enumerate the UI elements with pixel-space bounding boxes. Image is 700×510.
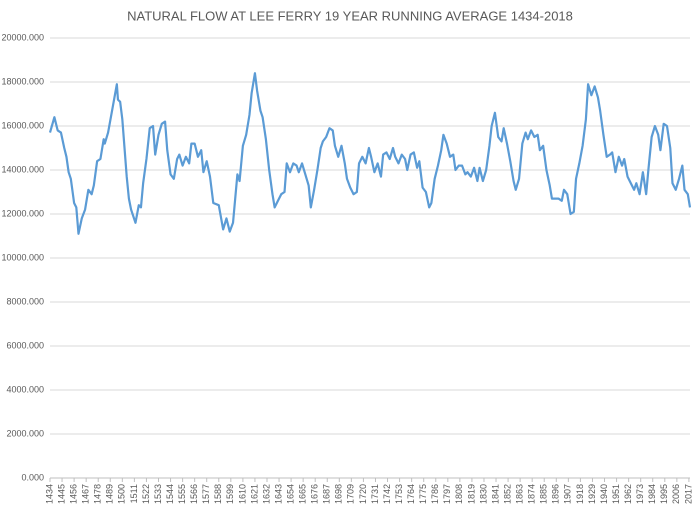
y-tick-label: 14000.000 bbox=[1, 164, 44, 174]
x-tick-label: 1808 bbox=[454, 484, 464, 504]
x-tick-label: 1456 bbox=[68, 484, 78, 504]
x-tick-label: 1797 bbox=[442, 484, 452, 504]
x-tick-label: 1830 bbox=[478, 484, 488, 504]
x-tick-label: 1698 bbox=[334, 484, 344, 504]
y-tick-label: 16000.000 bbox=[1, 120, 44, 130]
x-tick-label: 1478 bbox=[93, 484, 103, 504]
x-tick-label: 1775 bbox=[418, 484, 428, 504]
x-tick-label: 1742 bbox=[382, 484, 392, 504]
x-tick-label: 1951 bbox=[611, 484, 621, 504]
x-tick-label: 1643 bbox=[273, 484, 283, 504]
x-tick-label: 1533 bbox=[153, 484, 163, 504]
x-tick-label: 1588 bbox=[213, 484, 223, 504]
x-tick-label: 1467 bbox=[81, 484, 91, 504]
x-tick-label: 1995 bbox=[659, 484, 669, 504]
x-tick-label: 2006 bbox=[671, 484, 681, 504]
data-line bbox=[48, 72, 692, 235]
x-tick-label: 1962 bbox=[623, 484, 633, 504]
x-tick-label: 1632 bbox=[261, 484, 271, 504]
x-tick-label: 1764 bbox=[406, 484, 416, 504]
chart-title: NATURAL FLOW AT LEE FERRY 19 YEAR RUNNIN… bbox=[127, 8, 573, 23]
y-tick-label: 6000.000 bbox=[6, 340, 44, 350]
x-tick-label: 1896 bbox=[551, 484, 561, 504]
y-tick-label: 8000.000 bbox=[6, 296, 44, 306]
y-tick-label: 4000.000 bbox=[6, 384, 44, 394]
x-tick-label: 1753 bbox=[394, 484, 404, 504]
y-tick-label: 18000.000 bbox=[1, 76, 44, 86]
x-tick-label: 1885 bbox=[539, 484, 549, 504]
x-tick-label: 1500 bbox=[117, 484, 127, 504]
x-tick-label: 1874 bbox=[527, 484, 537, 504]
x-tick-label: 1555 bbox=[177, 484, 187, 504]
x-tick-label: 1434 bbox=[44, 484, 54, 504]
y-tick-label: 0.000 bbox=[21, 472, 44, 482]
y-tick-label: 12000.000 bbox=[1, 208, 44, 218]
x-tick-label: 1973 bbox=[635, 484, 645, 504]
x-tick-label: 1445 bbox=[56, 484, 66, 504]
x-tick-label: 1676 bbox=[310, 484, 320, 504]
x-tick-label: 1918 bbox=[575, 484, 585, 504]
x-tick-label: 1665 bbox=[298, 484, 308, 504]
x-tick-label: 1621 bbox=[249, 484, 259, 504]
x-tick-label: 2017 bbox=[683, 484, 693, 504]
x-tick-label: 1841 bbox=[490, 484, 500, 504]
x-tick-label: 1852 bbox=[502, 484, 512, 504]
y-tick-label: 2000.000 bbox=[6, 428, 44, 438]
x-tick-label: 1819 bbox=[466, 484, 476, 504]
x-tick-label: 1984 bbox=[647, 484, 657, 504]
x-tick-label: 1599 bbox=[225, 484, 235, 504]
x-tick-label: 1731 bbox=[370, 484, 380, 504]
x-tick-label: 1786 bbox=[430, 484, 440, 504]
y-tick-label: 20000.000 bbox=[1, 32, 44, 42]
x-tick-label: 1709 bbox=[346, 484, 356, 504]
x-tick-label: 1720 bbox=[358, 484, 368, 504]
x-tick-label: 1511 bbox=[129, 484, 139, 503]
x-tick-label: 1522 bbox=[141, 484, 151, 504]
x-tick-label: 1940 bbox=[599, 484, 609, 504]
x-tick-label: 1687 bbox=[322, 484, 332, 504]
x-tick-label: 1566 bbox=[189, 484, 199, 504]
x-tick-label: 1863 bbox=[515, 484, 525, 504]
x-tick-label: 1489 bbox=[105, 484, 115, 504]
x-tick-label: 1610 bbox=[237, 484, 247, 504]
x-tick-label: 1907 bbox=[563, 484, 573, 504]
y-tick-label: 10000.000 bbox=[1, 252, 44, 262]
x-tick-label: 1544 bbox=[165, 484, 175, 504]
x-tick-label: 1929 bbox=[587, 484, 597, 504]
x-tick-label: 1654 bbox=[285, 484, 295, 504]
x-tick-label: 1577 bbox=[201, 484, 211, 504]
